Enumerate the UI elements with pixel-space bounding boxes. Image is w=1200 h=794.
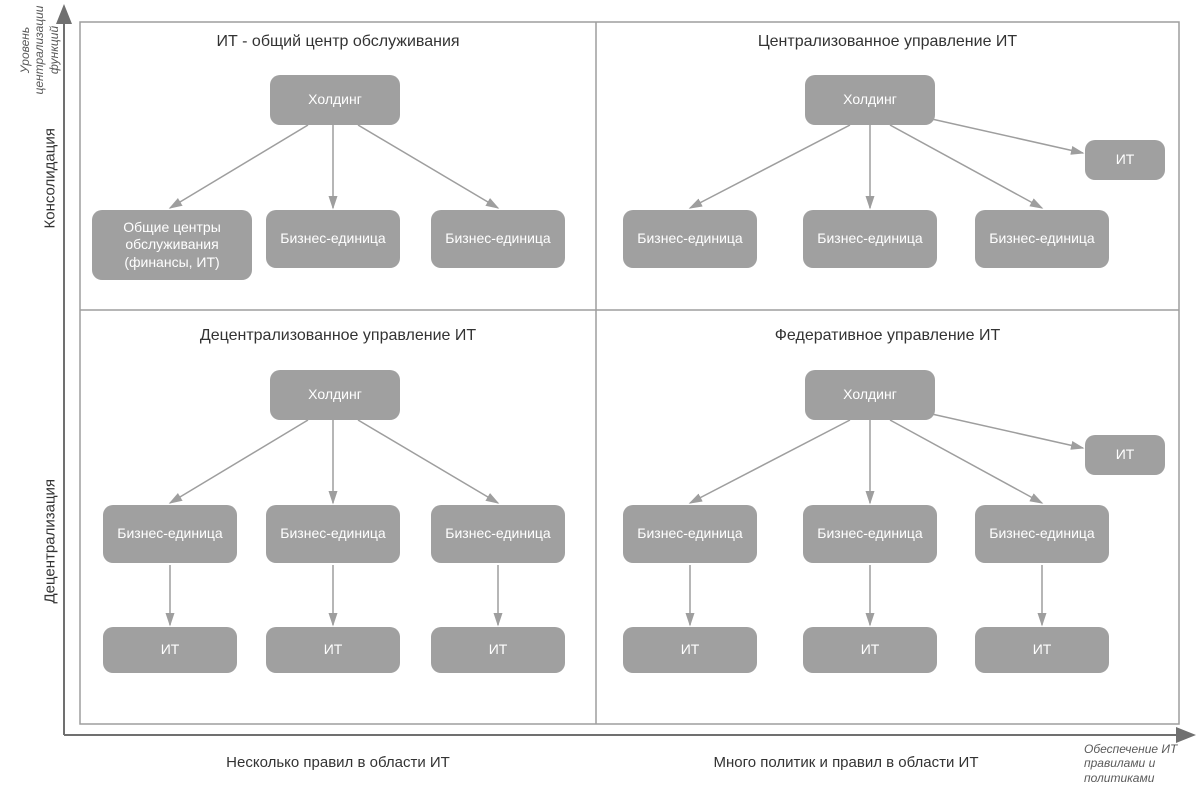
q2-bu1: Бизнес-единица: [623, 210, 757, 268]
q3-bu1: Бизнес-единица: [103, 505, 237, 563]
q4-bu1: Бизнес-единица: [623, 505, 757, 563]
q3-bu3: Бизнес-единица: [431, 505, 565, 563]
q3-title: Децентрализованное управление ИТ: [80, 327, 596, 345]
q2-it: ИТ: [1085, 140, 1165, 180]
diagram-svg: [0, 0, 1200, 794]
q1-title: ИТ - общий центр обслуживания: [80, 33, 596, 51]
q1-shared: Общие центры обслуживания (финансы, ИТ): [92, 210, 252, 280]
q3-it1: ИТ: [103, 627, 237, 673]
q3-holding: Холдинг: [270, 370, 400, 420]
col-label-right: Много политик и правил в области ИТ: [596, 754, 1096, 771]
q4-it3: ИТ: [975, 627, 1109, 673]
q4-title: Федеративное управление ИТ: [596, 327, 1179, 345]
q2-title: Централизованное управление ИТ: [596, 33, 1179, 51]
q2-bu2: Бизнес-единица: [803, 210, 937, 268]
q4-it2: ИТ: [803, 627, 937, 673]
q4-it: ИТ: [1085, 435, 1165, 475]
q3-it2: ИТ: [266, 627, 400, 673]
q2-bu3: Бизнес-единица: [975, 210, 1109, 268]
row-label-bottom: Децентрализация: [42, 454, 59, 604]
y-axis-label: Уровень централизации функций: [18, 0, 61, 105]
x-axis-label: Обеспечение ИТ правилами и политиками: [1084, 742, 1194, 785]
q1-holding: Холдинг: [270, 75, 400, 125]
col-label-left: Несколько правил в области ИТ: [80, 754, 596, 771]
row-label-top: Консолидация: [42, 109, 59, 229]
q4-bu3: Бизнес-единица: [975, 505, 1109, 563]
q4-bu2: Бизнес-единица: [803, 505, 937, 563]
q1-bu2: Бизнес-единица: [431, 210, 565, 268]
q3-bu2: Бизнес-единица: [266, 505, 400, 563]
q3-it3: ИТ: [431, 627, 565, 673]
q4-holding: Холдинг: [805, 370, 935, 420]
q4-it1: ИТ: [623, 627, 757, 673]
q1-bu1: Бизнес-единица: [266, 210, 400, 268]
q2-holding: Холдинг: [805, 75, 935, 125]
